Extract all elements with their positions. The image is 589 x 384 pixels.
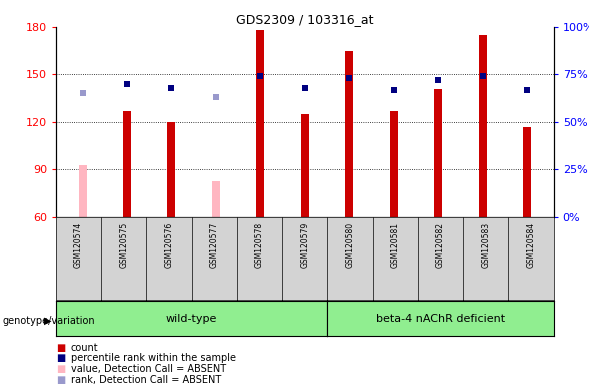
- Bar: [212, 180, 220, 217]
- Text: GSM120584: GSM120584: [527, 222, 535, 268]
- Text: GSM120582: GSM120582: [436, 222, 445, 268]
- Text: GSM120576: GSM120576: [164, 222, 174, 268]
- Bar: [167, 122, 176, 217]
- Text: GSM120575: GSM120575: [120, 222, 128, 268]
- Bar: [478, 35, 487, 217]
- Text: beta-4 nAChR deficient: beta-4 nAChR deficient: [376, 314, 505, 324]
- Text: count: count: [71, 343, 98, 353]
- Text: GSM120577: GSM120577: [210, 222, 219, 268]
- Bar: [523, 127, 531, 217]
- Text: GSM120581: GSM120581: [391, 222, 400, 268]
- Text: GSM120580: GSM120580: [346, 222, 355, 268]
- Bar: [301, 114, 309, 217]
- Text: rank, Detection Call = ABSENT: rank, Detection Call = ABSENT: [71, 375, 221, 384]
- Text: ▶: ▶: [44, 316, 52, 326]
- Bar: [345, 51, 353, 217]
- Text: genotype/variation: genotype/variation: [3, 316, 95, 326]
- Text: GSM120583: GSM120583: [481, 222, 490, 268]
- Text: ■: ■: [56, 353, 65, 363]
- Bar: [123, 111, 131, 217]
- Text: wild-type: wild-type: [166, 314, 217, 324]
- Text: value, Detection Call = ABSENT: value, Detection Call = ABSENT: [71, 364, 226, 374]
- Text: percentile rank within the sample: percentile rank within the sample: [71, 353, 236, 363]
- Bar: [434, 89, 442, 217]
- Title: GDS2309 / 103316_at: GDS2309 / 103316_at: [236, 13, 373, 26]
- Text: GSM120579: GSM120579: [300, 222, 309, 268]
- Bar: [390, 111, 398, 217]
- Text: GSM120578: GSM120578: [255, 222, 264, 268]
- Text: GSM120574: GSM120574: [74, 222, 83, 268]
- Bar: [78, 165, 87, 217]
- Bar: [256, 30, 264, 217]
- Text: ■: ■: [56, 343, 65, 353]
- Text: ■: ■: [56, 375, 65, 384]
- Text: ■: ■: [56, 364, 65, 374]
